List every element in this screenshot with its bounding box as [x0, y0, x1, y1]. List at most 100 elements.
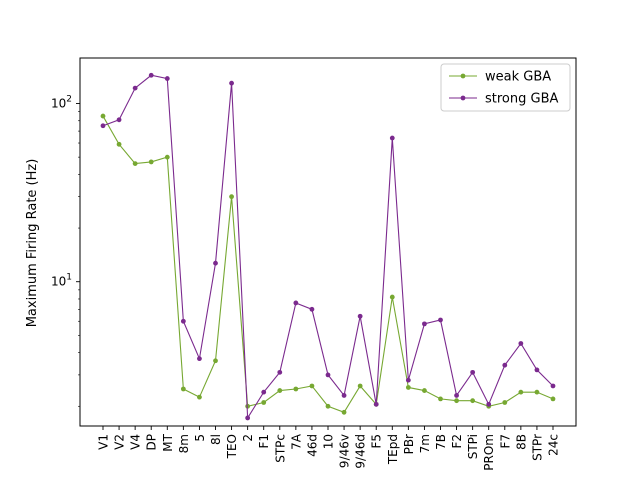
data-point	[357, 383, 363, 389]
data-point	[405, 385, 411, 390]
data-point	[341, 409, 347, 415]
data-point	[164, 154, 170, 160]
data-point	[277, 388, 283, 393]
data-point	[389, 294, 395, 300]
data-point	[261, 400, 267, 405]
data-point	[550, 383, 556, 389]
data-point	[293, 386, 299, 392]
series-line	[102, 74, 554, 420]
data-point	[100, 113, 106, 119]
y-tick-label: 102	[51, 94, 72, 110]
data-point	[405, 377, 411, 383]
x-tick-label: PROm	[482, 434, 496, 471]
data-point	[373, 401, 379, 407]
x-tick-label: V2	[113, 434, 127, 450]
legend-label: weak GBA	[485, 70, 551, 85]
data-point	[116, 117, 122, 123]
x-tick-label: 8B	[514, 434, 528, 450]
x-tick-label: 8m	[177, 434, 191, 453]
x-tick-label: 46d	[305, 434, 319, 457]
x-tick-label: TEO	[225, 434, 239, 459]
x-tick-label: 7B	[434, 434, 448, 450]
data-point	[245, 415, 251, 421]
x-tick-label: 7A	[289, 433, 303, 450]
y-tick-label: 101	[51, 273, 72, 289]
y-tick-exponent: 2	[66, 94, 72, 104]
data-point	[454, 398, 459, 404]
data-point	[148, 72, 154, 78]
data-point	[534, 367, 540, 373]
data-point	[229, 194, 234, 200]
data-point	[389, 135, 395, 141]
y-tick-base: 10	[51, 96, 66, 110]
data-point	[550, 396, 556, 402]
x-tick-label: 24c	[547, 434, 561, 456]
data-point	[502, 362, 508, 368]
x-tick-label: V4	[129, 434, 143, 450]
x-tick-label: V1	[97, 434, 111, 450]
data-point	[293, 300, 299, 306]
y-tick-base: 10	[51, 275, 66, 289]
data-point	[229, 80, 234, 86]
data-point	[486, 401, 492, 407]
x-tick-label: 8l	[209, 434, 223, 445]
legend-marker	[460, 73, 466, 79]
x-tick-label: 7m	[418, 434, 432, 453]
data-point	[454, 393, 459, 398]
x-tick-label: DP	[145, 434, 159, 450]
data-point	[422, 388, 427, 393]
y-tick-exponent: 1	[66, 273, 72, 283]
x-tick-label: 9/46d	[354, 434, 368, 469]
data-point	[470, 398, 476, 404]
data-point	[148, 159, 154, 165]
y-axis-label: Maximum Firing Rate (Hz)	[25, 159, 40, 328]
x-tick-label: STPr	[530, 434, 544, 461]
data-point	[180, 386, 186, 392]
data-point	[341, 393, 347, 398]
x-tick-label: 9/46v	[338, 434, 352, 468]
legend-marker	[460, 95, 466, 101]
data-point	[470, 369, 476, 375]
data-point	[213, 358, 218, 364]
data-point	[309, 306, 315, 312]
data-point	[309, 383, 315, 389]
x-axis: V1 V2 V4 DP MT 8m 5 8l TEO 2 F1 STPc 7A 46d 10 9/46v 9/4…	[97, 426, 561, 471]
data-point	[438, 396, 443, 402]
data-point	[518, 389, 524, 395]
data-point	[277, 369, 283, 375]
data-point	[164, 76, 170, 81]
data-point	[325, 372, 331, 378]
x-tick-label: 10	[322, 434, 336, 449]
x-tick-label: MT	[161, 433, 175, 451]
x-tick-label: PBr	[402, 434, 416, 454]
legend: weak GBA strong GBA	[440, 63, 571, 112]
data-point	[180, 318, 186, 324]
x-tick-label: TEpd	[386, 434, 400, 465]
data-point	[325, 403, 331, 409]
x-tick-label: STPc	[273, 434, 287, 463]
series-line	[102, 115, 554, 413]
series-layer	[100, 72, 556, 421]
data-point	[357, 313, 363, 319]
data-point	[213, 260, 218, 266]
data-point	[245, 403, 251, 409]
data-point	[132, 161, 138, 166]
data-point	[502, 400, 508, 405]
x-tick-label: F7	[498, 434, 512, 449]
x-tick-label: STPi	[466, 434, 480, 459]
data-point	[197, 394, 202, 400]
data-point	[132, 85, 138, 91]
data-point	[438, 317, 443, 323]
x-tick-label: F5	[370, 434, 384, 449]
x-tick-label: 2	[241, 434, 255, 442]
plot-frame	[79, 57, 577, 427]
x-tick-label: F2	[450, 434, 464, 449]
data-point	[100, 123, 106, 129]
data-point	[197, 356, 202, 362]
legend-label: strong GBA	[485, 92, 558, 107]
plot-area	[79, 57, 577, 427]
x-tick-label: F1	[257, 434, 271, 449]
x-tick-label: 5	[193, 434, 207, 442]
